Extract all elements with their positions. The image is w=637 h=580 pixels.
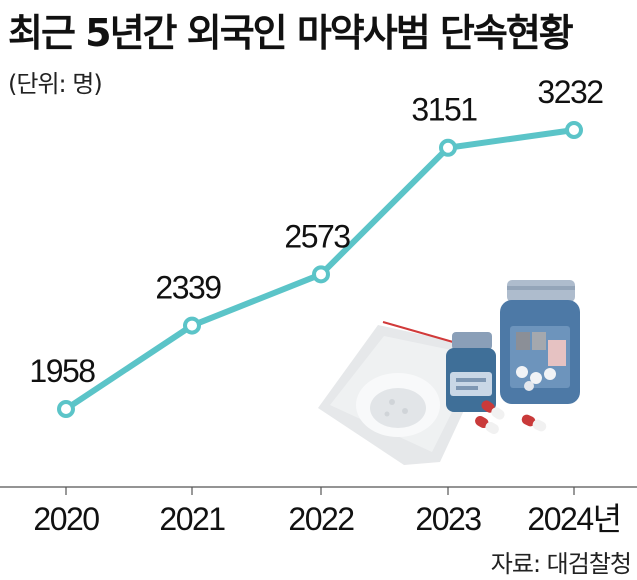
small-pill-bottle-illustration [446,332,496,412]
x-tick-labels: 2020 2021 2022 2023 2024년 [33,501,622,537]
data-point [565,121,583,139]
data-points [57,121,583,418]
data-point [183,316,201,335]
x-tick-label: 2023 [415,501,481,537]
x-tick-label: 2024년 [527,501,620,537]
data-labels: 1958 2339 2573 3151 3232 [29,74,604,389]
data-point [312,265,330,284]
drug-illustration [318,280,580,465]
x-tick-label: 2021 [159,501,225,537]
capsules-illustration [475,400,547,434]
chart-title: 최근 5년간 외국인 마약사범 단속현황 [8,11,574,55]
data-point [439,138,457,157]
data-point [57,400,75,418]
data-label: 1958 [29,353,95,389]
x-tick-label: 2022 [288,501,354,537]
large-pill-bottle-illustration [500,280,580,404]
data-label: 3151 [411,92,477,128]
unit-label: (단위: 명) [8,70,103,98]
data-label: 3232 [537,74,603,110]
x-tick-label: 2020 [33,501,99,537]
x-ticks [65,487,575,495]
data-label: 2339 [155,270,221,306]
data-label: 2573 [284,218,350,254]
source-note: 자료: 대검찰청 [490,550,632,578]
